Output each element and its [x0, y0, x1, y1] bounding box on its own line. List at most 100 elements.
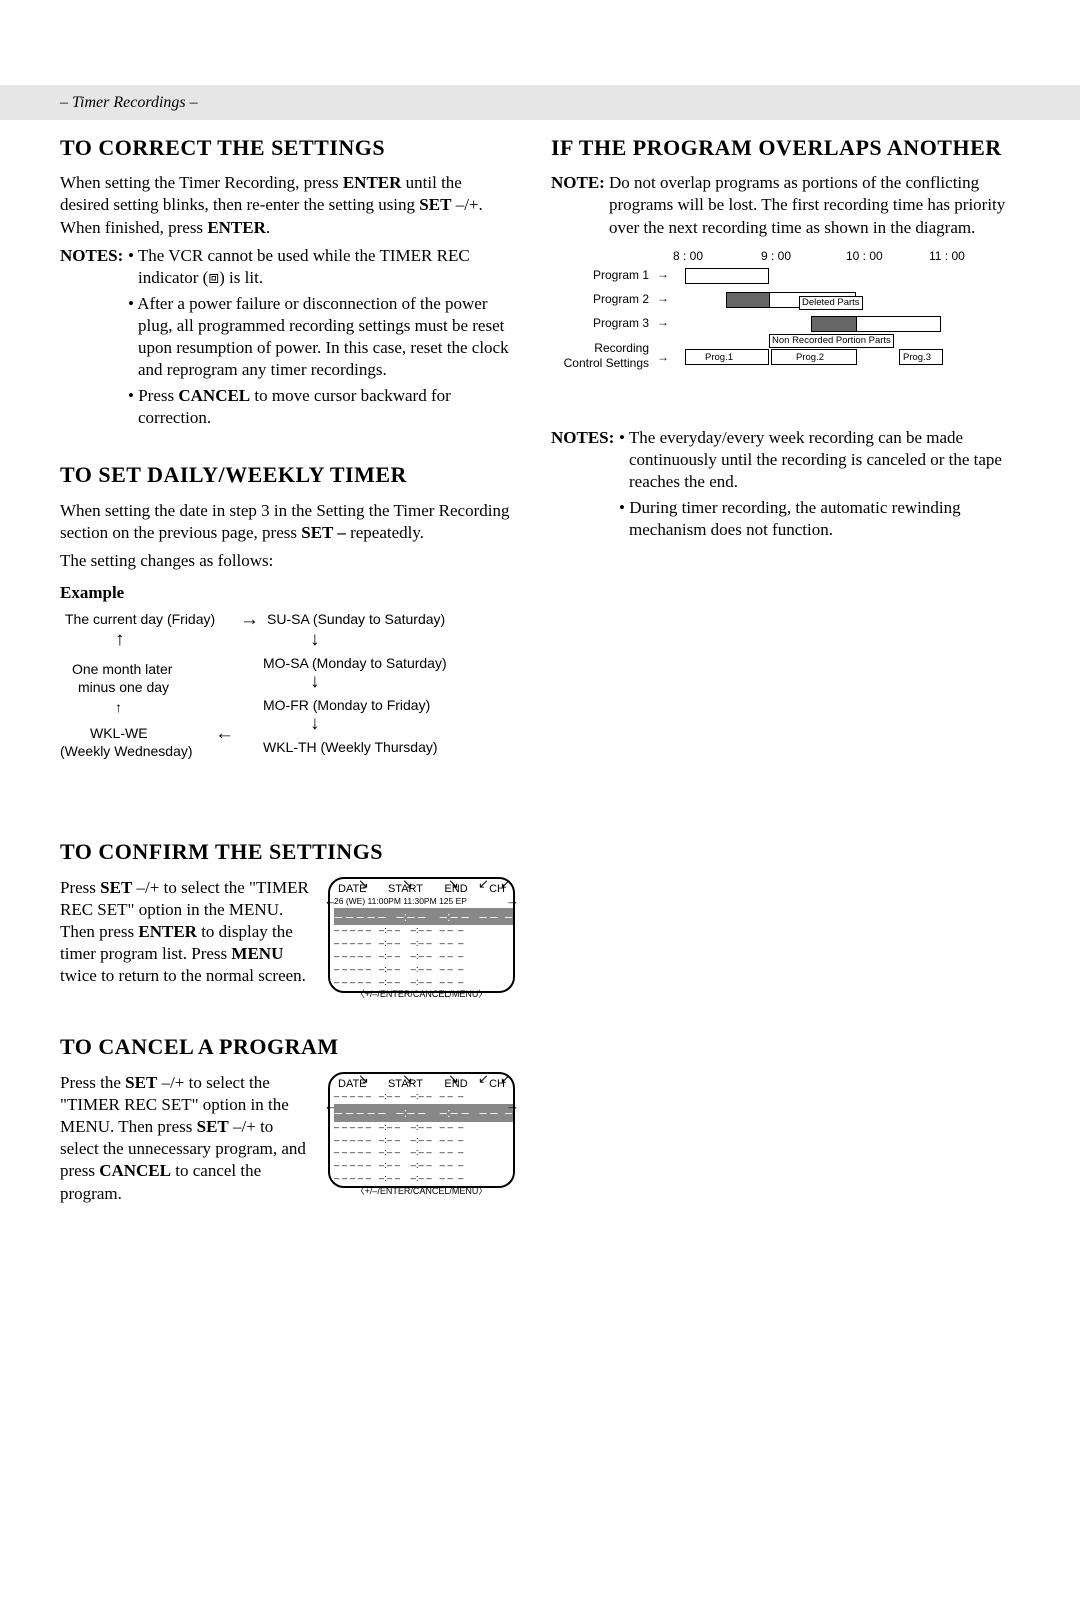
- left-column: TO CORRECT THE SETTINGS When setting the…: [60, 134, 515, 1239]
- overlap-note: NOTE: Do not overlap programs as portion…: [551, 172, 1006, 238]
- arrow-icon: [310, 628, 320, 653]
- arrow-icon: [215, 722, 234, 747]
- prog-name: Prog.1: [705, 352, 733, 364]
- notes-list: The everyday/every week recording can be…: [619, 427, 1006, 545]
- diag-current: The current day (Friday): [65, 610, 215, 628]
- lcd-footer: 〈+/–/ENTER/CANCEL/MENU〉: [334, 1186, 509, 1198]
- rec-label2: Control Settings: [551, 356, 649, 372]
- lcd-row: – – – – – –:– – –:– – – – –: [334, 1091, 509, 1104]
- diag-wklth: WKL-TH (Weekly Thursday): [263, 738, 438, 756]
- daily-para: When setting the date in step 3 in the S…: [60, 500, 515, 544]
- correct-notes: NOTES: The VCR cannot be used while the …: [60, 245, 515, 434]
- section-overlap: IF THE PROGRAM OVERLAPS ANOTHER NOTE: Do…: [551, 134, 1006, 545]
- arrow-icon: ↙: [478, 876, 489, 893]
- notes-list: The VCR cannot be used while the TIMER R…: [128, 245, 515, 434]
- prog-bar-deleted: [811, 316, 857, 332]
- notes-label: NOTES:: [60, 245, 128, 267]
- prog-name: Prog.2: [796, 352, 824, 364]
- arrow-icon: ↘: [448, 876, 459, 893]
- section-confirm: TO CONFIRM THE SETTINGS Press SET –/+ to…: [60, 838, 515, 993]
- right-column: IF THE PROGRAM OVERLAPS ANOTHER NOTE: Do…: [551, 134, 1006, 1239]
- prog-name: Prog.3: [903, 352, 931, 364]
- time-label: 11 : 00: [929, 249, 965, 265]
- arrow-icon: ↘: [358, 876, 369, 893]
- lcd-row-highlight: – – – – – –:– – –:– – – – –: [334, 908, 509, 926]
- arrow-icon: →: [506, 893, 519, 910]
- example-label: Example: [60, 582, 515, 604]
- diag-mofr: MO-FR (Monday to Friday): [263, 696, 430, 714]
- lcd-screen-confirm: ↘ ↘ ↘ ↙ ↙ DATE START END CH 26 (WE) 11:0…: [328, 877, 515, 993]
- arrow-icon: ↘: [402, 1071, 413, 1088]
- arrow-icon: [115, 698, 122, 716]
- arrow-icon: [310, 712, 320, 737]
- diag-wklwe: WKL-WE: [90, 724, 148, 742]
- confirm-para: Press SET –/+ to select the "TIMER REC S…: [60, 877, 312, 987]
- header-title: – Timer Recordings –: [60, 94, 198, 111]
- lcd-row: – – – – – –:– – –:– – – – –: [334, 1147, 509, 1160]
- arrow-icon: ↘: [448, 1071, 459, 1088]
- cancel-para: Press the SET –/+ to select the "TIMER R…: [60, 1072, 312, 1205]
- overlap-title: IF THE PROGRAM OVERLAPS ANOTHER: [551, 134, 1006, 163]
- diag-month2: minus one day: [78, 678, 169, 696]
- rec-label: Recording: [551, 341, 649, 357]
- arrow-icon: [115, 628, 125, 653]
- note-item: After a power failure or disconnection o…: [128, 293, 515, 381]
- section-daily-weekly: TO SET DAILY/WEEKLY TIMER When setting t…: [60, 461, 515, 810]
- note-text: Do not overlap programs as portions of t…: [609, 172, 1006, 238]
- time-label: 9 : 00: [761, 249, 791, 265]
- lcd-row: – – – – – –:– – –:– – – – –: [334, 1173, 509, 1186]
- prog-bar: [685, 268, 769, 284]
- arrow-icon: →: [506, 1098, 519, 1115]
- arrow-icon: ←: [324, 1098, 337, 1115]
- lcd-row: – – – – – –:– – –:– – – – –: [334, 951, 509, 964]
- overlap-notes: NOTES: The everyday/every week recording…: [551, 427, 1006, 545]
- section-correct-settings: TO CORRECT THE SETTINGS When setting the…: [60, 134, 515, 434]
- nonrec-label: Non Recorded Portion Parts: [769, 334, 894, 348]
- lcd-screen-cancel: ↘ ↘ ↘ ↙ ↙ DATE START END CH – – – – – –:…: [328, 1072, 515, 1188]
- note-item: Press CANCEL to move cursor backward for…: [128, 385, 515, 429]
- lcd-row: – – – – – –:– – –:– – – – –: [334, 1135, 509, 1148]
- deleted-label: Deleted Parts: [799, 296, 863, 310]
- note-item: The everyday/every week recording can be…: [619, 427, 1006, 493]
- prog-label: Program 2: [551, 292, 649, 308]
- prog-bar-deleted: [726, 292, 770, 308]
- arrow-icon: ↘: [358, 1071, 369, 1088]
- diag-month: One month later: [72, 660, 172, 678]
- arrow-icon: ↙: [478, 1071, 489, 1088]
- lcd-footer: 〈+/–/ENTER/CANCEL/MENU〉: [334, 989, 509, 1001]
- correct-para: When setting the Timer Recording, press …: [60, 172, 515, 238]
- note-item: The VCR cannot be used while the TIMER R…: [128, 245, 515, 289]
- lcd-row-highlight: – – – – – –:– – –:– – – – –: [334, 1104, 509, 1122]
- lcd-row: – – – – – –:– – –:– – – – –: [334, 1160, 509, 1173]
- time-label: 8 : 00: [673, 249, 703, 265]
- diag-mosa: MO-SA (Monday to Saturday): [263, 654, 447, 672]
- confirm-title: TO CONFIRM THE SETTINGS: [60, 838, 515, 867]
- note-label: NOTE:: [551, 172, 609, 194]
- timeline-diagram: 8 : 00 9 : 00 10 : 00 11 : 00 Program 1 …: [551, 249, 1006, 409]
- correct-title: TO CORRECT THE SETTINGS: [60, 134, 515, 163]
- daily-title: TO SET DAILY/WEEKLY TIMER: [60, 461, 515, 490]
- arrow-icon: →: [657, 315, 669, 331]
- lcd-row: 26 (WE) 11:00PM 11:30PM 125 EP: [334, 896, 509, 907]
- arrow-icon: ↙: [500, 1071, 511, 1088]
- note-item: During timer recording, the automatic re…: [619, 497, 1006, 541]
- lcd-row: – – – – – –:– – –:– – – – –: [334, 977, 509, 990]
- time-label: 10 : 00: [846, 249, 883, 265]
- arrow-icon: →: [657, 291, 669, 307]
- notes-label: NOTES:: [551, 427, 619, 449]
- arrow-icon: ←: [324, 893, 337, 910]
- arrow-icon: [240, 608, 259, 633]
- prog-label: Program 1: [551, 268, 649, 284]
- daily-para2: The setting changes as follows:: [60, 550, 515, 572]
- section-cancel: TO CANCEL A PROGRAM Press the SET –/+ to…: [60, 1033, 515, 1210]
- lcd-row: – – – – – –:– – –:– – – – –: [334, 925, 509, 938]
- cycle-diagram: The current day (Friday) SU-SA (Sunday t…: [60, 610, 515, 810]
- cancel-title: TO CANCEL A PROGRAM: [60, 1033, 515, 1062]
- arrow-icon: ↙: [500, 876, 511, 893]
- lcd-row: – – – – – –:– – –:– – – – –: [334, 938, 509, 951]
- lcd-row: – – – – – –:– – –:– – – – –: [334, 1122, 509, 1135]
- prog-label: Program 3: [551, 316, 649, 332]
- main-content: TO CORRECT THE SETTINGS When setting the…: [0, 120, 1080, 1239]
- diag-susa: SU-SA (Sunday to Saturday): [267, 610, 445, 628]
- diag-wklwe2: (Weekly Wednesday): [60, 742, 193, 760]
